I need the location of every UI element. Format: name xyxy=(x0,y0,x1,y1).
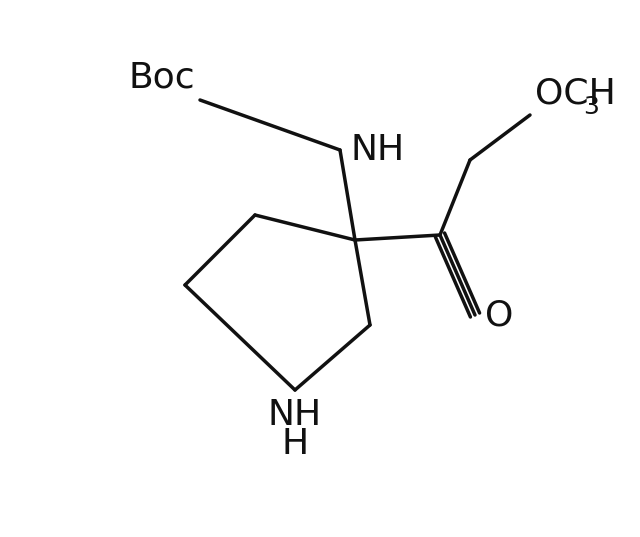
Text: NH: NH xyxy=(268,398,322,432)
Text: 3: 3 xyxy=(584,95,599,119)
Text: OCH: OCH xyxy=(535,76,616,110)
Text: NH: NH xyxy=(350,133,404,167)
Text: Boc: Boc xyxy=(129,61,195,95)
Text: O: O xyxy=(485,298,513,332)
Text: H: H xyxy=(282,426,308,461)
